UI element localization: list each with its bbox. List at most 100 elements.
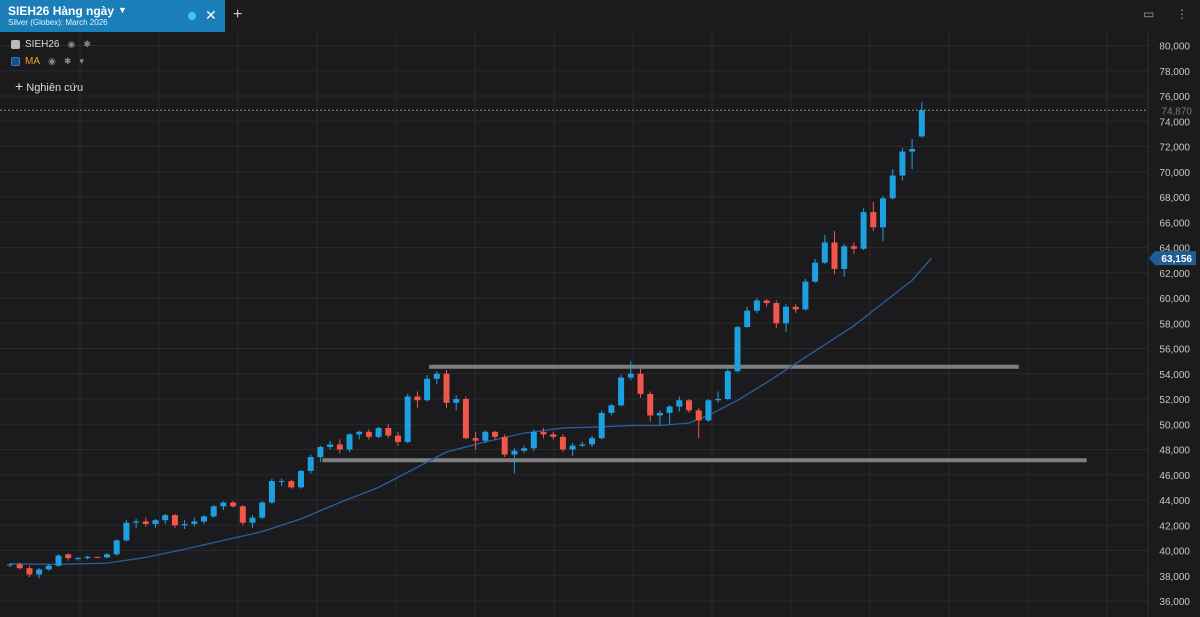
candle-body[interactable] [288,481,295,488]
candle-body[interactable] [45,565,52,570]
candle-body[interactable] [307,457,314,471]
candle-body[interactable] [133,521,140,523]
candle-body[interactable] [210,506,217,517]
symbol-tab[interactable]: SIEH26 Hàng ngày ▼ Silver (Globex): Marc… [0,0,225,32]
candle-body[interactable] [220,502,227,507]
candle-body[interactable] [627,373,634,378]
candle-body[interactable] [589,438,595,445]
candle-body[interactable] [792,306,799,310]
candle-body[interactable] [860,212,867,249]
candle-body[interactable] [812,262,819,282]
candle-body[interactable] [521,448,528,451]
candle-body[interactable] [414,396,421,401]
candle-body[interactable] [734,327,741,372]
add-study-button[interactable]: + Nghiên cứu [15,78,83,94]
candle-body[interactable] [171,515,178,526]
candle-body[interactable] [453,399,460,403]
candle-body[interactable] [783,306,789,324]
candle-body[interactable] [501,436,508,455]
candle-body[interactable] [462,399,469,439]
candle-body[interactable] [715,399,722,401]
candle-body[interactable] [191,521,198,524]
candle-body[interactable] [841,246,848,269]
candle-body[interactable] [598,412,605,439]
candle-body[interactable] [530,431,537,449]
candle-body[interactable] [16,564,23,569]
candle-body[interactable] [511,450,518,455]
candle-body[interactable] [123,522,130,541]
candle-body[interactable] [113,540,120,555]
candle-body[interactable] [889,175,896,199]
candle-body[interactable] [55,555,62,566]
candle-body[interactable] [433,373,440,379]
gear-icon[interactable]: ✱ [83,38,91,49]
candle-body[interactable] [802,281,809,310]
candle-body[interactable] [744,310,751,328]
candle-body[interactable] [74,558,81,560]
candle-body[interactable] [773,303,780,324]
candle-body[interactable] [666,406,673,413]
candle-body[interactable] [763,300,770,304]
chevron-down-icon[interactable]: ▼ [118,5,127,15]
candle-body[interactable] [909,149,916,152]
candle-body[interactable] [385,428,392,436]
candle-body[interactable] [181,523,188,526]
legend-item-ma[interactable]: MA ◉ ✱ ▾ [11,54,84,68]
candle-body[interactable] [278,481,285,483]
candle-body[interactable] [424,378,431,401]
candle-body[interactable] [705,400,712,421]
candle-body[interactable] [850,246,857,249]
candle-body[interactable] [870,212,877,228]
candle-body[interactable] [327,444,334,447]
candle-body[interactable] [618,377,625,406]
candle-body[interactable] [84,556,91,559]
candle-body[interactable] [472,438,479,441]
candle-body[interactable] [65,554,72,559]
close-icon[interactable]: ✕ [205,7,217,23]
candle-body[interactable] [94,556,101,558]
candle-body[interactable] [239,506,246,523]
candle-body[interactable] [298,470,304,488]
window-icon[interactable]: ▭ [1143,7,1155,21]
legend-item-sieh26[interactable]: SIEH26 ◉ ✱ [11,37,91,51]
candle-body[interactable] [637,373,644,394]
add-tab-icon[interactable]: + [233,6,243,23]
candle-body[interactable] [395,435,401,442]
candle-body[interactable] [268,481,275,503]
candle-body[interactable] [142,521,149,524]
candle-body[interactable] [404,396,411,442]
more-menu-icon[interactable]: ⋮ [1176,7,1188,21]
candle-body[interactable] [540,431,547,435]
candle-body[interactable] [152,520,159,524]
candle-body[interactable] [647,393,654,416]
candle-body[interactable] [753,300,760,311]
candle-body[interactable] [443,373,450,403]
gear-icon[interactable]: ✱ [63,55,72,66]
candle-body[interactable] [365,431,372,437]
candle-body[interactable] [482,431,489,441]
candle-body[interactable] [7,564,13,566]
chevron-down-icon[interactable]: ▾ [79,55,84,66]
candle-body[interactable] [492,431,498,437]
candle-body[interactable] [104,554,110,558]
candle-body[interactable] [608,405,615,413]
candle-body[interactable] [375,428,382,437]
candle-body[interactable] [880,198,886,228]
candle-body[interactable] [317,446,324,458]
eye-icon[interactable]: ◉ [67,38,76,49]
candle-body[interactable] [201,516,207,522]
candle-body[interactable] [569,445,576,450]
candle-body[interactable] [579,444,586,446]
candle-body[interactable] [686,400,692,411]
candle-body[interactable] [676,400,683,407]
eye-icon[interactable]: ◉ [48,55,56,66]
candle-body[interactable] [346,434,353,450]
candle-body[interactable] [831,242,838,269]
candle-body[interactable] [550,434,557,437]
candle-body[interactable] [336,444,343,450]
candle-body[interactable] [356,431,363,435]
candle-body[interactable] [899,151,906,176]
candle-body[interactable] [36,569,43,575]
candle-body[interactable] [26,568,33,575]
